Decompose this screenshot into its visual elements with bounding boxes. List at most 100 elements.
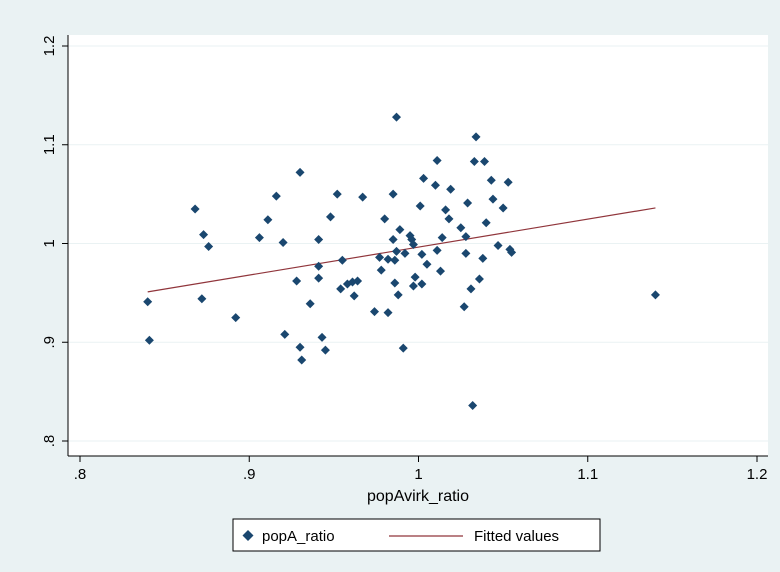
scatter-point — [488, 194, 498, 204]
scatter-point — [503, 177, 513, 187]
scatter-point — [375, 252, 385, 262]
plot-area — [68, 35, 768, 456]
scatter-point — [415, 201, 425, 211]
scatter-point — [456, 223, 466, 233]
fitted-line-layer — [147, 207, 656, 293]
scatter-point — [305, 299, 315, 309]
scatter-point — [398, 343, 408, 353]
scatter-point — [349, 291, 359, 301]
scatter-point — [459, 302, 469, 312]
scatter-point — [391, 246, 401, 256]
x-axis-title: popAvirk_ratio — [367, 488, 469, 505]
scatter-point — [432, 156, 442, 166]
scatter-point — [320, 345, 330, 355]
scatter-point — [271, 191, 281, 201]
scatter-point — [314, 261, 324, 271]
scatter-point — [466, 284, 476, 294]
y-tick-label: 1.2 — [41, 36, 58, 57]
scatter-point — [461, 248, 471, 258]
y-tick-label: 1.1 — [41, 134, 58, 155]
scatter-point — [468, 400, 478, 410]
scatter-point — [481, 218, 491, 228]
scatter-point — [478, 253, 488, 263]
y-tick-label: .8 — [41, 435, 58, 448]
scatter-point — [391, 112, 401, 122]
x-tick-label: 1.2 — [747, 466, 768, 483]
scatter-point — [144, 335, 154, 345]
scatter-point — [480, 157, 490, 167]
scatter-point — [408, 281, 418, 291]
y-tick-label: .9 — [41, 336, 58, 349]
scatter-point — [469, 157, 479, 167]
x-tick-label: 1.1 — [577, 466, 598, 483]
scatter-point — [280, 329, 290, 339]
scatter-point — [498, 203, 508, 213]
scatter-point — [358, 192, 368, 202]
scatter-point — [393, 290, 403, 300]
scatter-points — [143, 112, 660, 410]
scatter-point — [143, 297, 153, 307]
fitted-line — [147, 207, 656, 293]
legend-box — [232, 518, 601, 552]
scatter-point — [204, 241, 214, 251]
grid-lines — [68, 45, 768, 442]
scatter-point — [486, 175, 496, 185]
scatter-point — [231, 313, 241, 323]
scatter-point — [390, 278, 400, 288]
scatter-point — [292, 276, 302, 286]
scatter-point — [388, 189, 398, 199]
legend: popA_ratio Fitted values — [232, 518, 601, 552]
scatter-point — [446, 184, 456, 194]
scatter-point — [383, 308, 393, 318]
scatter-point — [444, 214, 454, 224]
scatter-point — [419, 173, 429, 183]
scatter-point — [353, 276, 363, 286]
scatter-point — [199, 230, 209, 240]
scatter-point — [474, 274, 484, 284]
scatter-point — [505, 244, 515, 254]
scatter-point — [400, 248, 410, 258]
legend-label-fitted: Fitted values — [474, 528, 559, 545]
scatter-point — [263, 215, 273, 225]
scatter-point — [422, 259, 432, 269]
x-tick-label: .9 — [243, 466, 256, 483]
scatter-point — [390, 255, 400, 265]
scatter-point — [197, 294, 207, 304]
scatter-point — [383, 254, 393, 264]
scatter-point — [380, 214, 390, 224]
legend-label-scatter: popA_ratio — [262, 528, 335, 545]
scatter-point — [408, 239, 418, 249]
legend-marker-diamond — [242, 530, 254, 541]
scatter-point — [436, 266, 446, 276]
scatter-point — [461, 232, 471, 242]
scatter-point — [325, 212, 335, 222]
scatter-point — [376, 265, 386, 275]
scatter-point — [493, 240, 503, 250]
scatter-point — [369, 307, 379, 317]
scatter-point — [336, 284, 346, 294]
scatter-point — [471, 132, 481, 142]
scatter-point — [395, 225, 405, 235]
x-tick-label: 1 — [414, 466, 422, 483]
scatter-point — [317, 332, 327, 342]
scatter-point — [297, 355, 307, 365]
y-tick-label: 1 — [41, 239, 58, 247]
scatter-point — [388, 235, 398, 245]
scatter-point — [254, 233, 264, 243]
scatter-point — [337, 255, 347, 265]
scatter-point — [295, 167, 305, 177]
scatter-point — [437, 233, 447, 243]
scatter-point — [463, 198, 473, 208]
tick-marks: .8 .9 1 1.1 1.2 .8 .9 1 1.1 1.2 — [41, 36, 767, 483]
scatter-point — [650, 290, 660, 300]
scatter-point — [278, 238, 288, 248]
scatter-point — [507, 247, 517, 257]
scatter-point — [190, 204, 200, 214]
scatter-point — [441, 205, 451, 215]
scatter-point — [417, 279, 427, 289]
scatter-point — [432, 245, 442, 255]
scatter-point — [295, 342, 305, 352]
scatter-point — [332, 189, 342, 199]
